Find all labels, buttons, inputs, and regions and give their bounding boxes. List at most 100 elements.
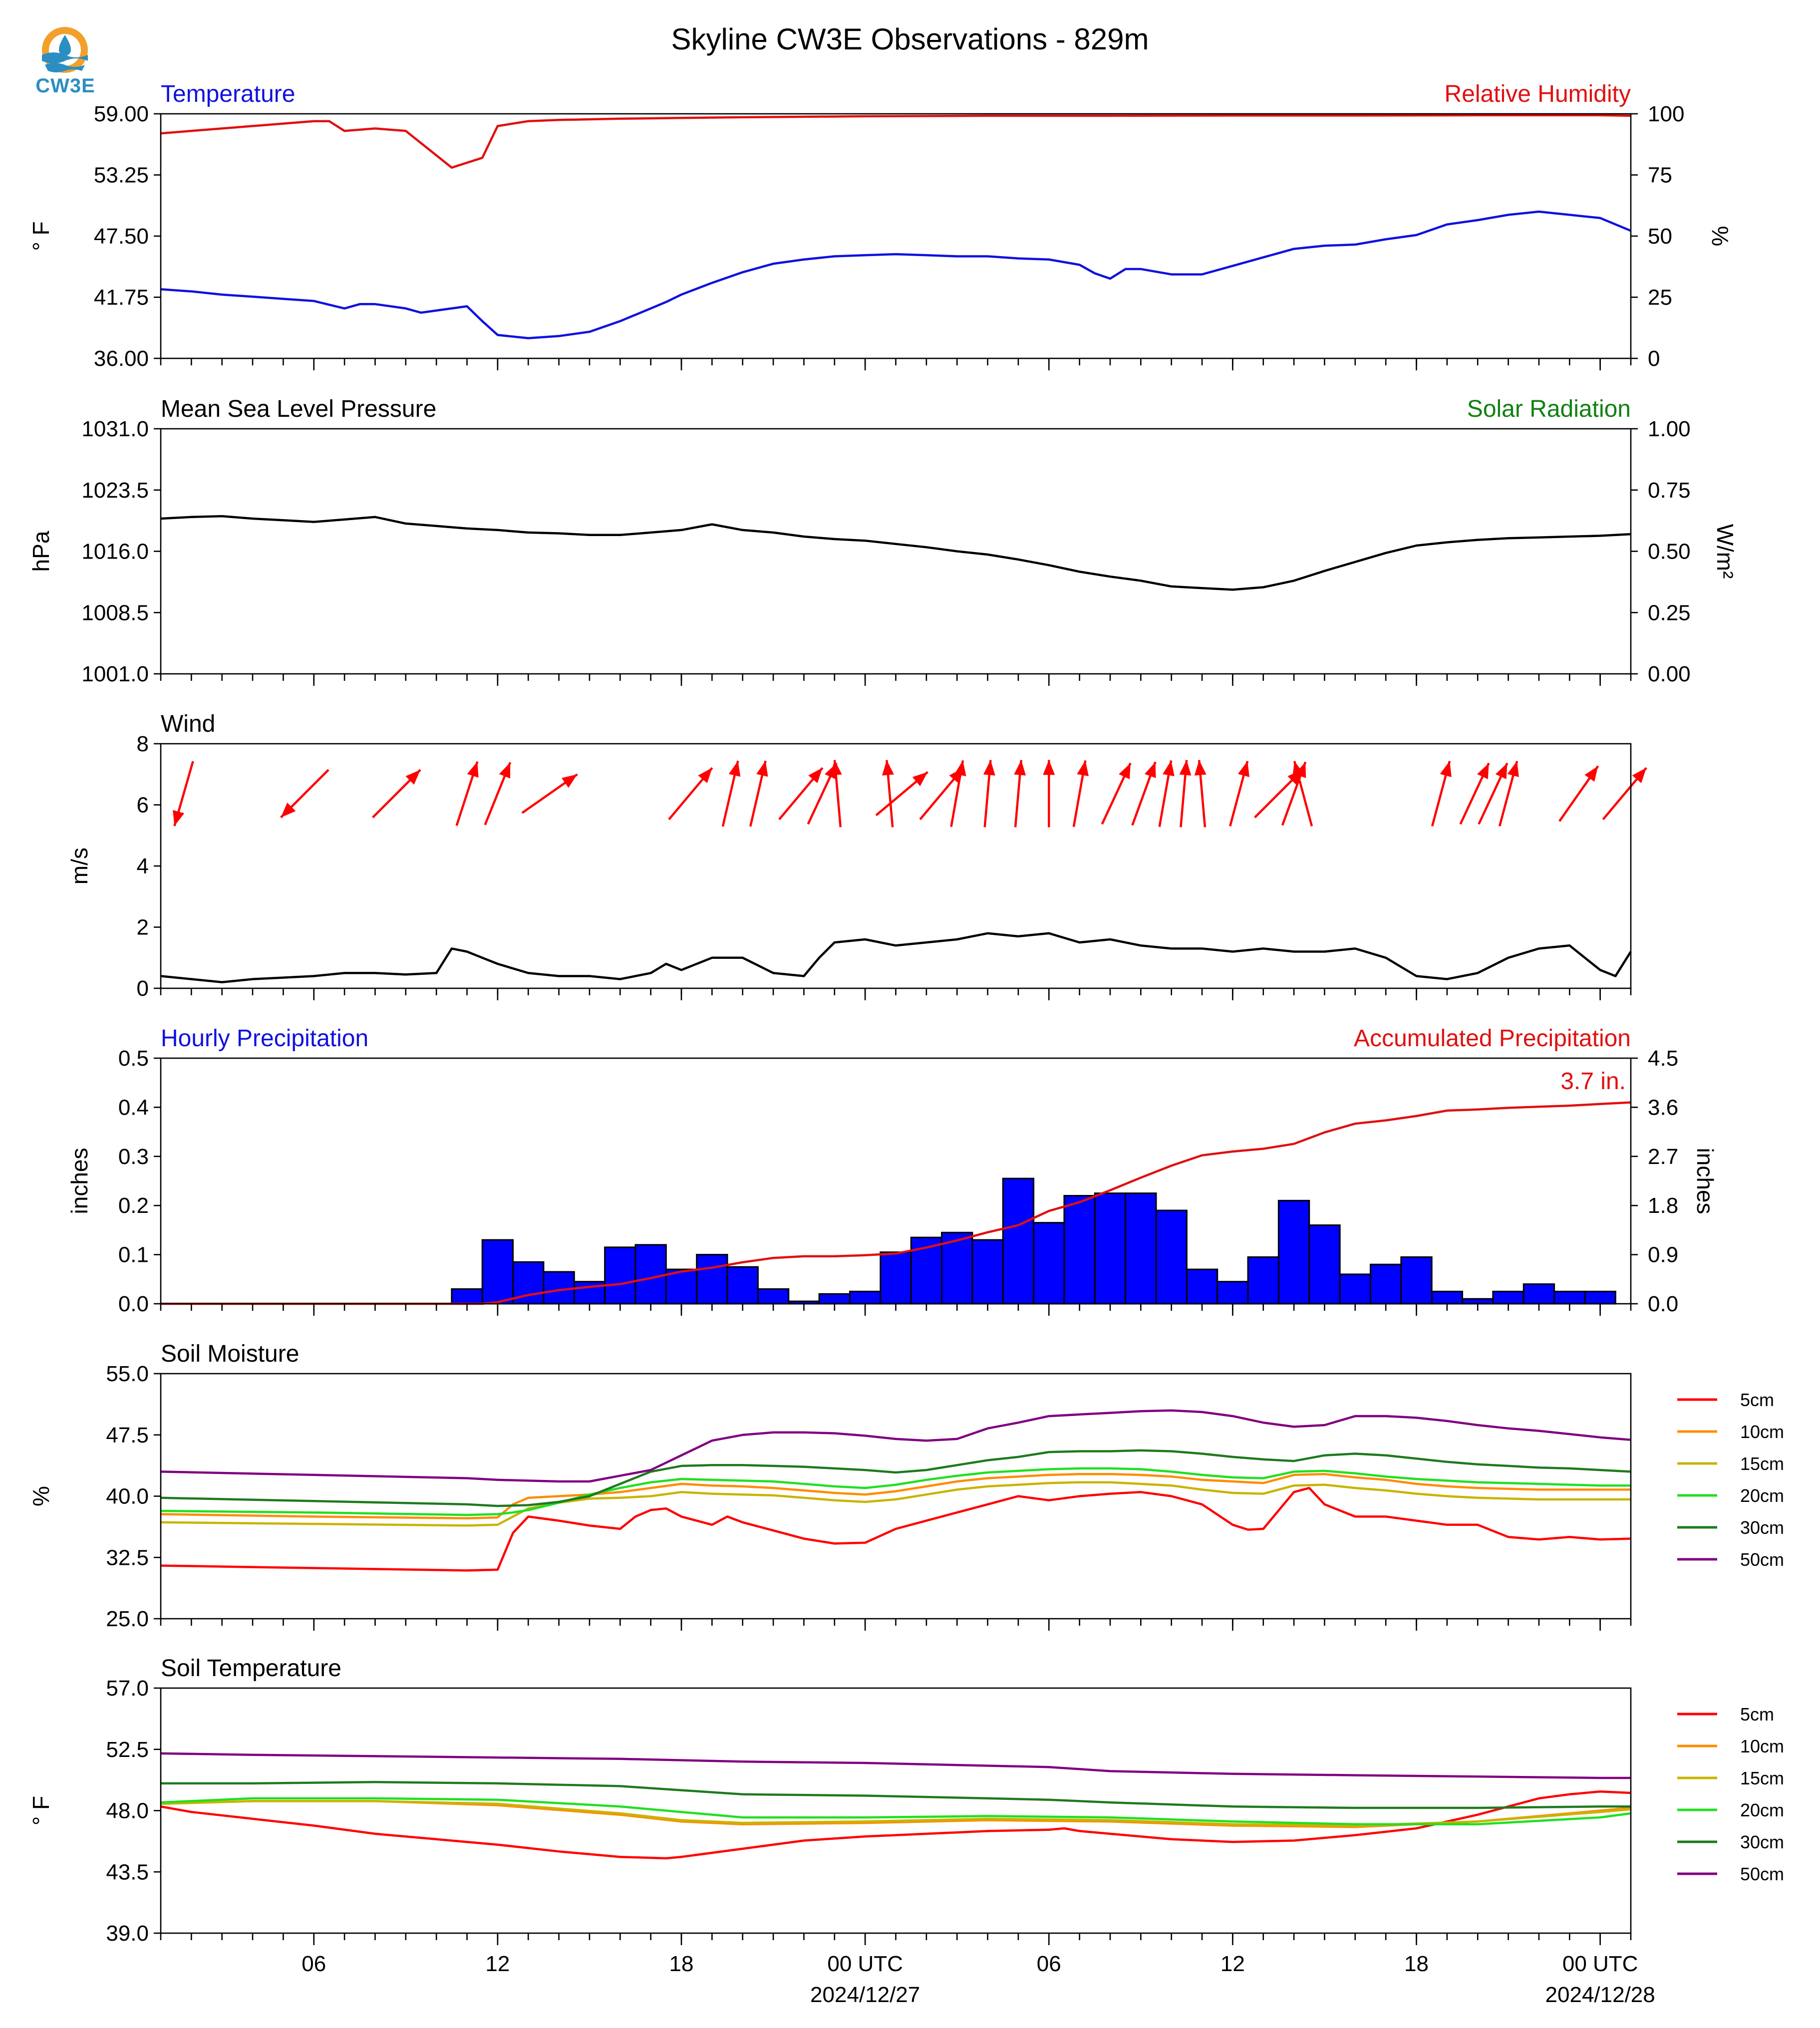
x-tick-label: 18	[669, 1952, 694, 1976]
y-tick-label: 2	[137, 915, 149, 940]
wind-arrow	[1179, 760, 1192, 828]
wind-arrow	[1158, 760, 1175, 827]
precip-bar	[1369, 1263, 1402, 1305]
y-axis-label: hPa	[28, 531, 54, 572]
panel-pressure: 1001.0 1008.5 1016.0 1023.5 1031.0 0.00 0.25 0.…	[28, 396, 1738, 686]
precip-bar	[1339, 1273, 1371, 1305]
x-date-label: 2024/12/27	[810, 1983, 920, 2007]
wind-arrow	[1558, 765, 1599, 822]
y-tick-label: 47.5	[106, 1423, 149, 1448]
wind-arrow	[721, 760, 741, 827]
precip-bar	[1522, 1283, 1555, 1305]
wind-arrow	[830, 760, 842, 828]
series-line-10cm	[160, 1473, 1631, 1519]
y-tick-label: 1031.0	[81, 417, 149, 441]
y-right-tick-label: 25	[1648, 286, 1672, 310]
precip-bar	[849, 1290, 882, 1305]
series-line-temp_rh-1	[160, 114, 1631, 169]
wind-arrow	[173, 761, 194, 827]
time-axis: 06 12 18 00 UTC 2024/12/27 06 12 18 00 UTC 2024/1…	[302, 358, 1655, 2007]
x-tick-label: 00 UTC	[1562, 1952, 1638, 1976]
precip-bar	[1155, 1209, 1188, 1305]
series-line-15cm	[160, 1800, 1631, 1827]
precip-bar	[1186, 1268, 1218, 1305]
y-right-axis-label: %	[1707, 226, 1733, 247]
y-right-tick-label: 4.5	[1648, 1046, 1678, 1071]
y-tick-label: 47.50	[94, 224, 149, 249]
legend-label: 10cm	[1740, 1422, 1784, 1442]
y-tick-label: 43.5	[106, 1860, 149, 1884]
y-right-tick-label: 3.6	[1648, 1095, 1678, 1120]
y-right-axis-label: inches	[1692, 1148, 1718, 1214]
series-line-15cm	[160, 1481, 1631, 1527]
accumulated-total-label: 3.7 in.	[1560, 1068, 1626, 1095]
series-line-20cm	[160, 1467, 1631, 1516]
precip-bar	[1308, 1224, 1341, 1305]
cw3e-logo	[42, 27, 88, 73]
precip-bar	[1247, 1256, 1279, 1305]
series-line-pressure-0	[160, 515, 1631, 591]
panel-title-left: Temperature	[161, 81, 295, 107]
precip-bar	[481, 1239, 514, 1305]
y-tick-label: 0.1	[118, 1243, 149, 1267]
panel-title-right: Accumulated Precipitation	[1354, 1025, 1631, 1052]
precip-bar	[1033, 1222, 1065, 1305]
y-right-tick-label: 100	[1648, 102, 1684, 126]
panel-title-right: Solar Radiation	[1467, 396, 1631, 422]
wind-arrow	[1043, 760, 1055, 828]
wind-arrow	[1478, 762, 1509, 825]
legend-label: 20cm	[1740, 1800, 1784, 1820]
legend-label: 10cm	[1740, 1736, 1784, 1756]
series-line-precip-0	[161, 1101, 1631, 1305]
precip-bar	[1492, 1290, 1524, 1305]
legend: 5cm 10cm 15cm 20cm 30cm 50cm	[1677, 1704, 1784, 1884]
panel-title-left: Hourly Precipitation	[161, 1025, 368, 1052]
wind-arrow	[1459, 762, 1490, 825]
y-right-tick-label: 0.25	[1648, 600, 1691, 625]
legend-label: 5cm	[1740, 1390, 1774, 1410]
y-tick-label: 40.0	[106, 1484, 149, 1509]
y-axis-label: m/s	[66, 848, 92, 884]
series-line-5cm	[160, 1790, 1631, 1860]
precip-bar	[726, 1266, 759, 1305]
y-axis-label: ° F	[28, 1796, 54, 1825]
wind-arrow	[875, 771, 928, 817]
wind-arrow	[1072, 760, 1089, 827]
series-line-50cm	[160, 1409, 1631, 1483]
precip-bar	[1400, 1256, 1433, 1305]
precip-bar	[818, 1293, 851, 1305]
y-tick-label: 55.0	[106, 1362, 149, 1386]
precip-bar	[696, 1254, 728, 1305]
wind-arrow	[1431, 761, 1452, 827]
y-tick-label: 39.0	[106, 1921, 149, 1946]
precip-bar	[1431, 1290, 1464, 1305]
precip-bar	[1125, 1192, 1157, 1305]
wind-arrow	[372, 769, 421, 819]
y-right-tick-label: 0.50	[1648, 540, 1691, 564]
y-tick-label: 41.75	[94, 286, 149, 310]
y-tick-label: 0	[137, 976, 149, 1001]
precip-bar	[1462, 1298, 1494, 1305]
panel-title-left: Wind	[161, 711, 215, 737]
y-tick-label: 6	[137, 793, 149, 818]
y-tick-label: 48.0	[106, 1799, 149, 1823]
precip-bar	[543, 1271, 575, 1305]
panel-title-right: Relative Humidity	[1445, 81, 1631, 107]
precip-bar	[880, 1251, 912, 1305]
wind-arrow	[455, 761, 479, 826]
panel-frame	[160, 743, 1632, 989]
panel-precip: 0.0 0.1 0.2 0.3 0.4 0.5 0.0 0.9 1.8 2.7 3.6 4.5 Hour…	[66, 1025, 1718, 1316]
y-axis-label: %	[28, 1486, 54, 1506]
wind-arrow	[749, 760, 768, 827]
y-tick-label: 0.3	[118, 1145, 149, 1169]
y-tick-label: 0.0	[118, 1292, 149, 1316]
y-right-tick-label: 0.0	[1648, 1292, 1678, 1316]
precip-bar	[757, 1288, 790, 1305]
wind-arrow	[1254, 769, 1303, 819]
x-tick-label: 06	[302, 1952, 326, 1976]
wind-arrow	[521, 773, 578, 814]
wind-arrow	[1292, 761, 1313, 827]
y-axis-label: inches	[66, 1148, 92, 1214]
series-line-20cm	[160, 1797, 1631, 1826]
